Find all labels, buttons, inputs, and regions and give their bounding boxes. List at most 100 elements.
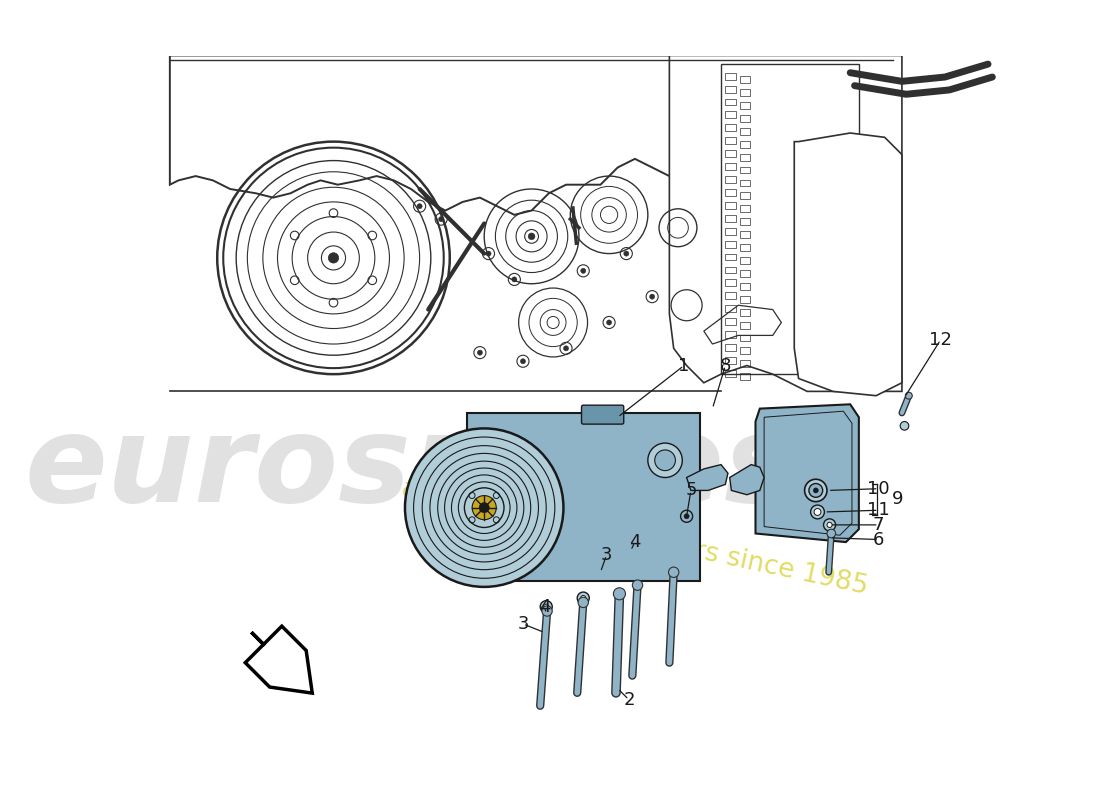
Polygon shape xyxy=(670,55,902,391)
Circle shape xyxy=(813,488,818,493)
Circle shape xyxy=(669,567,679,578)
Circle shape xyxy=(808,483,823,498)
Polygon shape xyxy=(169,55,893,215)
Bar xyxy=(740,257,750,264)
Text: 2: 2 xyxy=(623,690,635,709)
Bar xyxy=(740,166,750,174)
Bar xyxy=(740,141,750,148)
Text: 5: 5 xyxy=(685,482,696,499)
Bar xyxy=(740,102,750,109)
Bar xyxy=(740,154,750,161)
Circle shape xyxy=(579,598,588,607)
Polygon shape xyxy=(756,404,859,542)
Polygon shape xyxy=(729,465,764,494)
Circle shape xyxy=(512,277,517,282)
Circle shape xyxy=(827,529,836,538)
Bar xyxy=(740,347,750,354)
Bar xyxy=(725,370,736,377)
Circle shape xyxy=(905,392,912,399)
Bar xyxy=(725,215,736,222)
Circle shape xyxy=(477,350,483,355)
Bar xyxy=(725,124,736,131)
Polygon shape xyxy=(468,413,700,581)
Bar xyxy=(740,128,750,134)
Bar xyxy=(740,360,750,367)
Text: 3: 3 xyxy=(601,546,613,564)
Circle shape xyxy=(405,429,563,587)
Polygon shape xyxy=(794,133,902,396)
Bar xyxy=(725,189,736,196)
Circle shape xyxy=(614,588,626,600)
Bar xyxy=(725,150,736,157)
Circle shape xyxy=(328,253,339,263)
Circle shape xyxy=(681,510,693,522)
Bar xyxy=(740,270,750,277)
Bar xyxy=(725,279,736,286)
Bar xyxy=(740,231,750,238)
Circle shape xyxy=(814,509,821,515)
Bar xyxy=(740,283,750,290)
Circle shape xyxy=(464,488,504,527)
Circle shape xyxy=(563,346,569,351)
Bar xyxy=(725,344,736,351)
Text: 11: 11 xyxy=(867,502,890,519)
Bar xyxy=(725,228,736,234)
Circle shape xyxy=(540,601,552,613)
Circle shape xyxy=(486,251,491,256)
Bar xyxy=(725,111,736,118)
Bar xyxy=(725,292,736,299)
Circle shape xyxy=(811,505,824,519)
Bar xyxy=(725,241,736,247)
Bar xyxy=(725,86,736,93)
Text: 9: 9 xyxy=(892,490,903,508)
Bar xyxy=(725,357,736,364)
FancyBboxPatch shape xyxy=(582,405,624,424)
Bar xyxy=(740,115,750,122)
Text: 10: 10 xyxy=(867,480,890,498)
Bar xyxy=(725,176,736,183)
Bar xyxy=(725,163,736,170)
Bar xyxy=(740,193,750,199)
Bar xyxy=(725,98,736,106)
Circle shape xyxy=(804,479,827,502)
Circle shape xyxy=(824,519,836,531)
Circle shape xyxy=(606,320,612,325)
Bar xyxy=(740,244,750,251)
Circle shape xyxy=(543,604,549,610)
Bar xyxy=(725,331,736,338)
Circle shape xyxy=(542,606,552,616)
Text: a passion for italian cars since 1985: a passion for italian cars since 1985 xyxy=(399,475,870,600)
Text: eurospares: eurospares xyxy=(24,410,798,527)
Bar xyxy=(722,64,859,374)
Text: 4: 4 xyxy=(629,533,640,551)
Bar xyxy=(740,76,750,83)
Circle shape xyxy=(439,217,443,222)
Circle shape xyxy=(417,204,422,209)
Text: 3: 3 xyxy=(517,615,529,633)
Circle shape xyxy=(650,294,654,299)
Bar xyxy=(725,266,736,274)
Text: 7: 7 xyxy=(873,516,884,534)
Circle shape xyxy=(648,443,682,478)
Bar xyxy=(725,318,736,325)
Bar xyxy=(740,218,750,225)
Circle shape xyxy=(684,514,690,519)
Circle shape xyxy=(624,251,629,256)
Circle shape xyxy=(632,580,642,590)
Text: 1: 1 xyxy=(679,357,690,374)
Text: 4: 4 xyxy=(539,598,550,616)
Bar xyxy=(740,334,750,342)
Circle shape xyxy=(528,233,535,240)
Bar xyxy=(740,296,750,302)
Bar xyxy=(740,374,750,380)
Circle shape xyxy=(520,358,526,364)
Bar xyxy=(725,202,736,209)
Bar xyxy=(740,206,750,212)
Text: 12: 12 xyxy=(930,330,953,349)
Polygon shape xyxy=(245,626,312,693)
Circle shape xyxy=(900,422,909,430)
Polygon shape xyxy=(686,465,728,490)
Circle shape xyxy=(581,595,586,601)
Bar xyxy=(725,306,736,312)
Text: 8: 8 xyxy=(719,357,732,374)
